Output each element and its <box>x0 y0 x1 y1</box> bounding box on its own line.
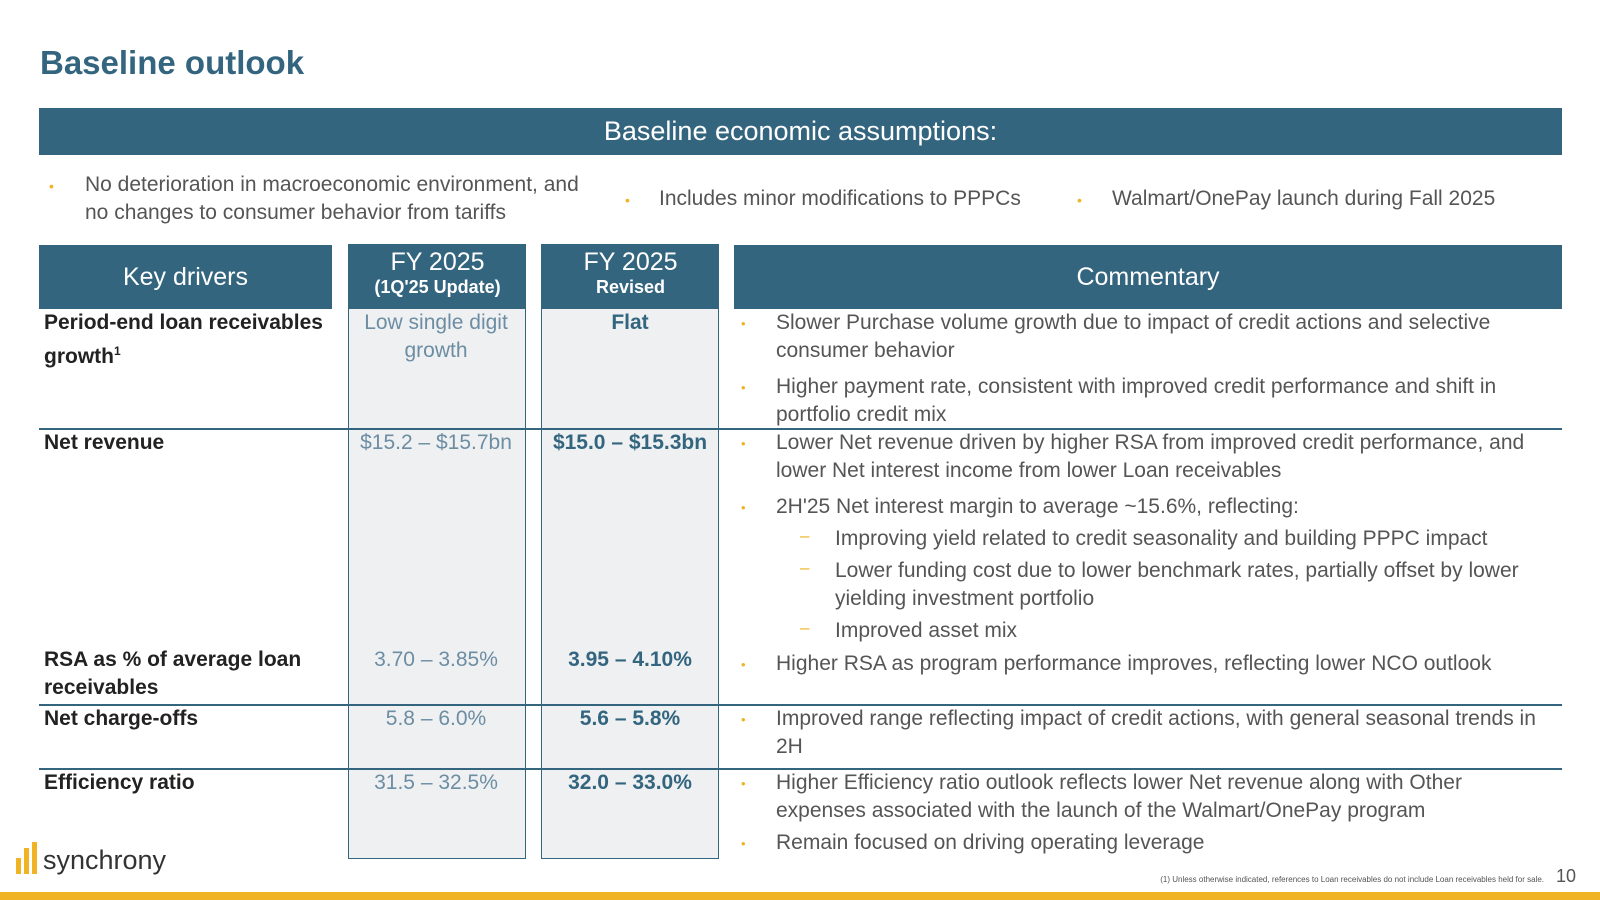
commentary-item: Lower Net revenue driven by higher RSA f… <box>776 431 1525 482</box>
prior-value: 5.8 – 6.0% <box>385 707 487 730</box>
assumptions-banner: Baseline economic assumptions: <box>39 108 1562 155</box>
synchrony-logo: synchrony <box>16 842 166 874</box>
header-prior: FY 2025 (1Q'25 Update) <box>349 245 526 309</box>
revised-value: 5.6 – 5.8% <box>579 707 681 730</box>
footnote-mark: 1 <box>113 344 121 358</box>
page-title: Baseline outlook <box>40 44 305 81</box>
driver-net-charge-offs: Net charge-offs <box>44 707 199 730</box>
bullet-icon: • <box>741 776 746 791</box>
commentary-item: 2H'25 Net interest margin to average ~15… <box>776 495 1299 518</box>
row-divider <box>39 768 1562 770</box>
commentary-item: Slower Purchase volume growth due to imp… <box>776 311 1491 362</box>
revised-value: 3.95 – 4.10% <box>568 648 692 671</box>
prior-column-box <box>348 244 526 859</box>
commentary-item: Remain focused on driving operating leve… <box>776 831 1205 854</box>
header-commentary: Commentary <box>734 245 1562 309</box>
dash-icon: – <box>800 526 810 545</box>
bullet-icon: • <box>741 316 746 331</box>
header-prior-sub: (1Q'25 Update) <box>374 277 501 297</box>
logo-text: synchrony <box>43 845 167 875</box>
header-revised-main: FY 2025 <box>583 248 678 276</box>
sub-commentary-item: Lower funding cost due to lower benchmar… <box>835 559 1519 610</box>
assumption-item: Includes minor modifications to PPPCs <box>659 187 1021 210</box>
prior-value: 31.5 – 32.5% <box>374 771 498 794</box>
bullet-icon: • <box>1077 192 1082 208</box>
prior-value: $15.2 – $15.7bn <box>360 431 512 454</box>
bullet-icon: • <box>625 192 630 208</box>
bullet-icon: • <box>741 380 746 395</box>
bullet-icon: • <box>741 500 746 515</box>
sub-commentary-item: Improving yield related to credit season… <box>835 527 1488 550</box>
revised-value: Flat <box>611 311 649 334</box>
commentary-item: Higher Efficiency ratio outlook reflects… <box>776 771 1462 822</box>
bottom-accent-bar <box>0 892 1600 900</box>
header-prior-main: FY 2025 <box>390 248 485 276</box>
dash-icon: – <box>800 558 810 577</box>
header-key-drivers: Key drivers <box>39 245 332 309</box>
header-revised-sub: Revised <box>595 277 666 297</box>
bullet-icon: • <box>741 712 746 727</box>
driver-net-revenue: Net revenue <box>44 431 165 454</box>
commentary-item: Higher payment rate, consistent with imp… <box>776 375 1497 426</box>
driver-rsa: RSA as % of average loan receivables <box>44 648 302 699</box>
assumption-item: Walmart/OnePay launch during Fall 2025 <box>1112 187 1496 210</box>
footnote: (1) Unless otherwise indicated, referenc… <box>1160 875 1544 884</box>
row-divider <box>39 704 1562 706</box>
page-number: 10 <box>1555 866 1576 886</box>
prior-value: 3.70 – 3.85% <box>374 648 498 671</box>
driver-loan-growth-label: Period-end loan receivables growth <box>44 311 323 368</box>
driver-efficiency-ratio: Efficiency ratio <box>44 771 195 794</box>
revised-value: 32.0 – 33.0% <box>568 771 692 794</box>
dash-icon: – <box>800 618 810 637</box>
driver-loan-growth: Period-end loan receivables growth1 <box>44 309 334 371</box>
assumption-item: No deterioration in macroeconomic enviro… <box>85 173 579 224</box>
bullet-icon: • <box>741 836 746 851</box>
commentary-item: Improved range reflecting impact of cred… <box>776 707 1536 758</box>
bullet-icon: • <box>741 436 746 451</box>
prior-value: Low single digit growth <box>364 311 508 362</box>
revised-value: $15.0 – $15.3bn <box>552 431 708 454</box>
row-divider <box>39 428 1562 430</box>
revised-column-box <box>541 244 719 859</box>
header-revised: FY 2025 Revised <box>542 245 719 309</box>
commentary-item: Higher RSA as program performance improv… <box>776 652 1492 675</box>
logo-bars-icon <box>16 842 37 874</box>
header-key-drivers-label: Key drivers <box>122 262 249 291</box>
bullet-icon: • <box>741 657 746 672</box>
bullet-icon: • <box>49 178 54 194</box>
header-commentary-label: Commentary <box>1076 262 1220 291</box>
sub-commentary-item: Improved asset mix <box>835 619 1018 642</box>
